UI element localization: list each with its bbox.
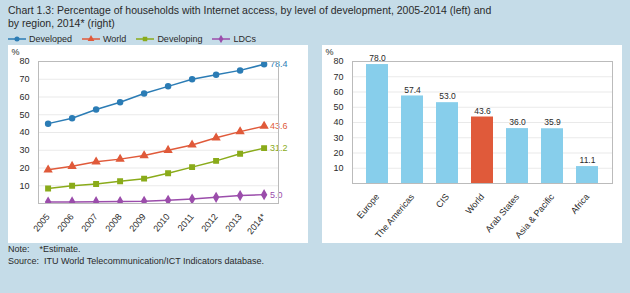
svg-text:Arab States: Arab States: [483, 191, 521, 234]
svg-text:11.1: 11.1: [580, 155, 596, 165]
svg-text:30: 30: [333, 133, 343, 143]
html-text:Source: ITU World Telecommunic: Source: ITU World Telecommunication/ICT …: [8, 256, 265, 266]
html-text:Chart 1.3: Percentage of house: Chart 1.3: Percentage of households with…: [8, 4, 492, 16]
svg-text:2008: 2008: [103, 212, 124, 234]
svg-text:Europe: Europe: [355, 192, 381, 221]
svg-text:Asia & Pacific: Asia & Pacific: [513, 191, 556, 240]
svg-text:50: 50: [333, 102, 343, 112]
svg-text:10: 10: [333, 163, 343, 173]
svg-text:70: 70: [333, 72, 343, 82]
svg-text:2013: 2013: [223, 212, 244, 234]
svg-text:80: 80: [19, 56, 29, 66]
svg-text:2005: 2005: [31, 212, 52, 234]
svg-text:The Americas: The Americas: [373, 191, 416, 240]
svg-text:5.0: 5.0: [270, 190, 283, 200]
svg-text:35.9: 35.9: [544, 117, 561, 127]
svg-text:80: 80: [333, 56, 343, 66]
svg-text:70: 70: [19, 74, 29, 84]
svg-text:10: 10: [19, 181, 29, 191]
svg-text:36.0: 36.0: [509, 117, 526, 127]
svg-text:20: 20: [19, 163, 29, 173]
svg-text:20: 20: [333, 148, 343, 158]
svg-text:43.6: 43.6: [270, 121, 288, 131]
html-text:by region, 2014* (right): by region, 2014* (right): [8, 17, 115, 29]
html-text:Developing: Developing: [157, 33, 203, 44]
svg-text:CIS: CIS: [434, 192, 451, 210]
svg-text:2009: 2009: [127, 212, 148, 234]
svg-text:40: 40: [333, 117, 343, 127]
svg-text:%: %: [12, 47, 20, 57]
svg-text:50: 50: [19, 110, 29, 120]
svg-text:43.6: 43.6: [474, 106, 491, 116]
svg-text:2007: 2007: [79, 212, 100, 234]
svg-text:Africa: Africa: [569, 192, 591, 216]
svg-text:78.0: 78.0: [369, 53, 386, 64]
svg-text:60: 60: [19, 92, 29, 102]
html-text:Developed: Developed: [29, 33, 72, 44]
svg-text:2012: 2012: [199, 212, 220, 234]
svg-text:57.4: 57.4: [404, 85, 421, 95]
svg-text:%: %: [326, 47, 334, 57]
svg-text:53.0: 53.0: [439, 91, 456, 101]
svg-text:2014*: 2014*: [245, 211, 268, 236]
html-text:Note: *Estimate.: Note: *Estimate.: [8, 244, 81, 254]
html-text:World: World: [103, 33, 127, 44]
svg-text:World: World: [464, 192, 487, 216]
svg-text:60: 60: [333, 87, 343, 97]
svg-text:2006: 2006: [55, 212, 76, 234]
svg-text:78.4: 78.4: [270, 59, 288, 70]
html-text:LDCs: LDCs: [233, 33, 256, 44]
svg-text:31.2: 31.2: [270, 143, 288, 153]
svg-text:2011: 2011: [176, 212, 196, 233]
svg-text:40: 40: [19, 127, 29, 137]
svg-text:2010: 2010: [151, 212, 172, 234]
svg-text:30: 30: [19, 145, 29, 155]
